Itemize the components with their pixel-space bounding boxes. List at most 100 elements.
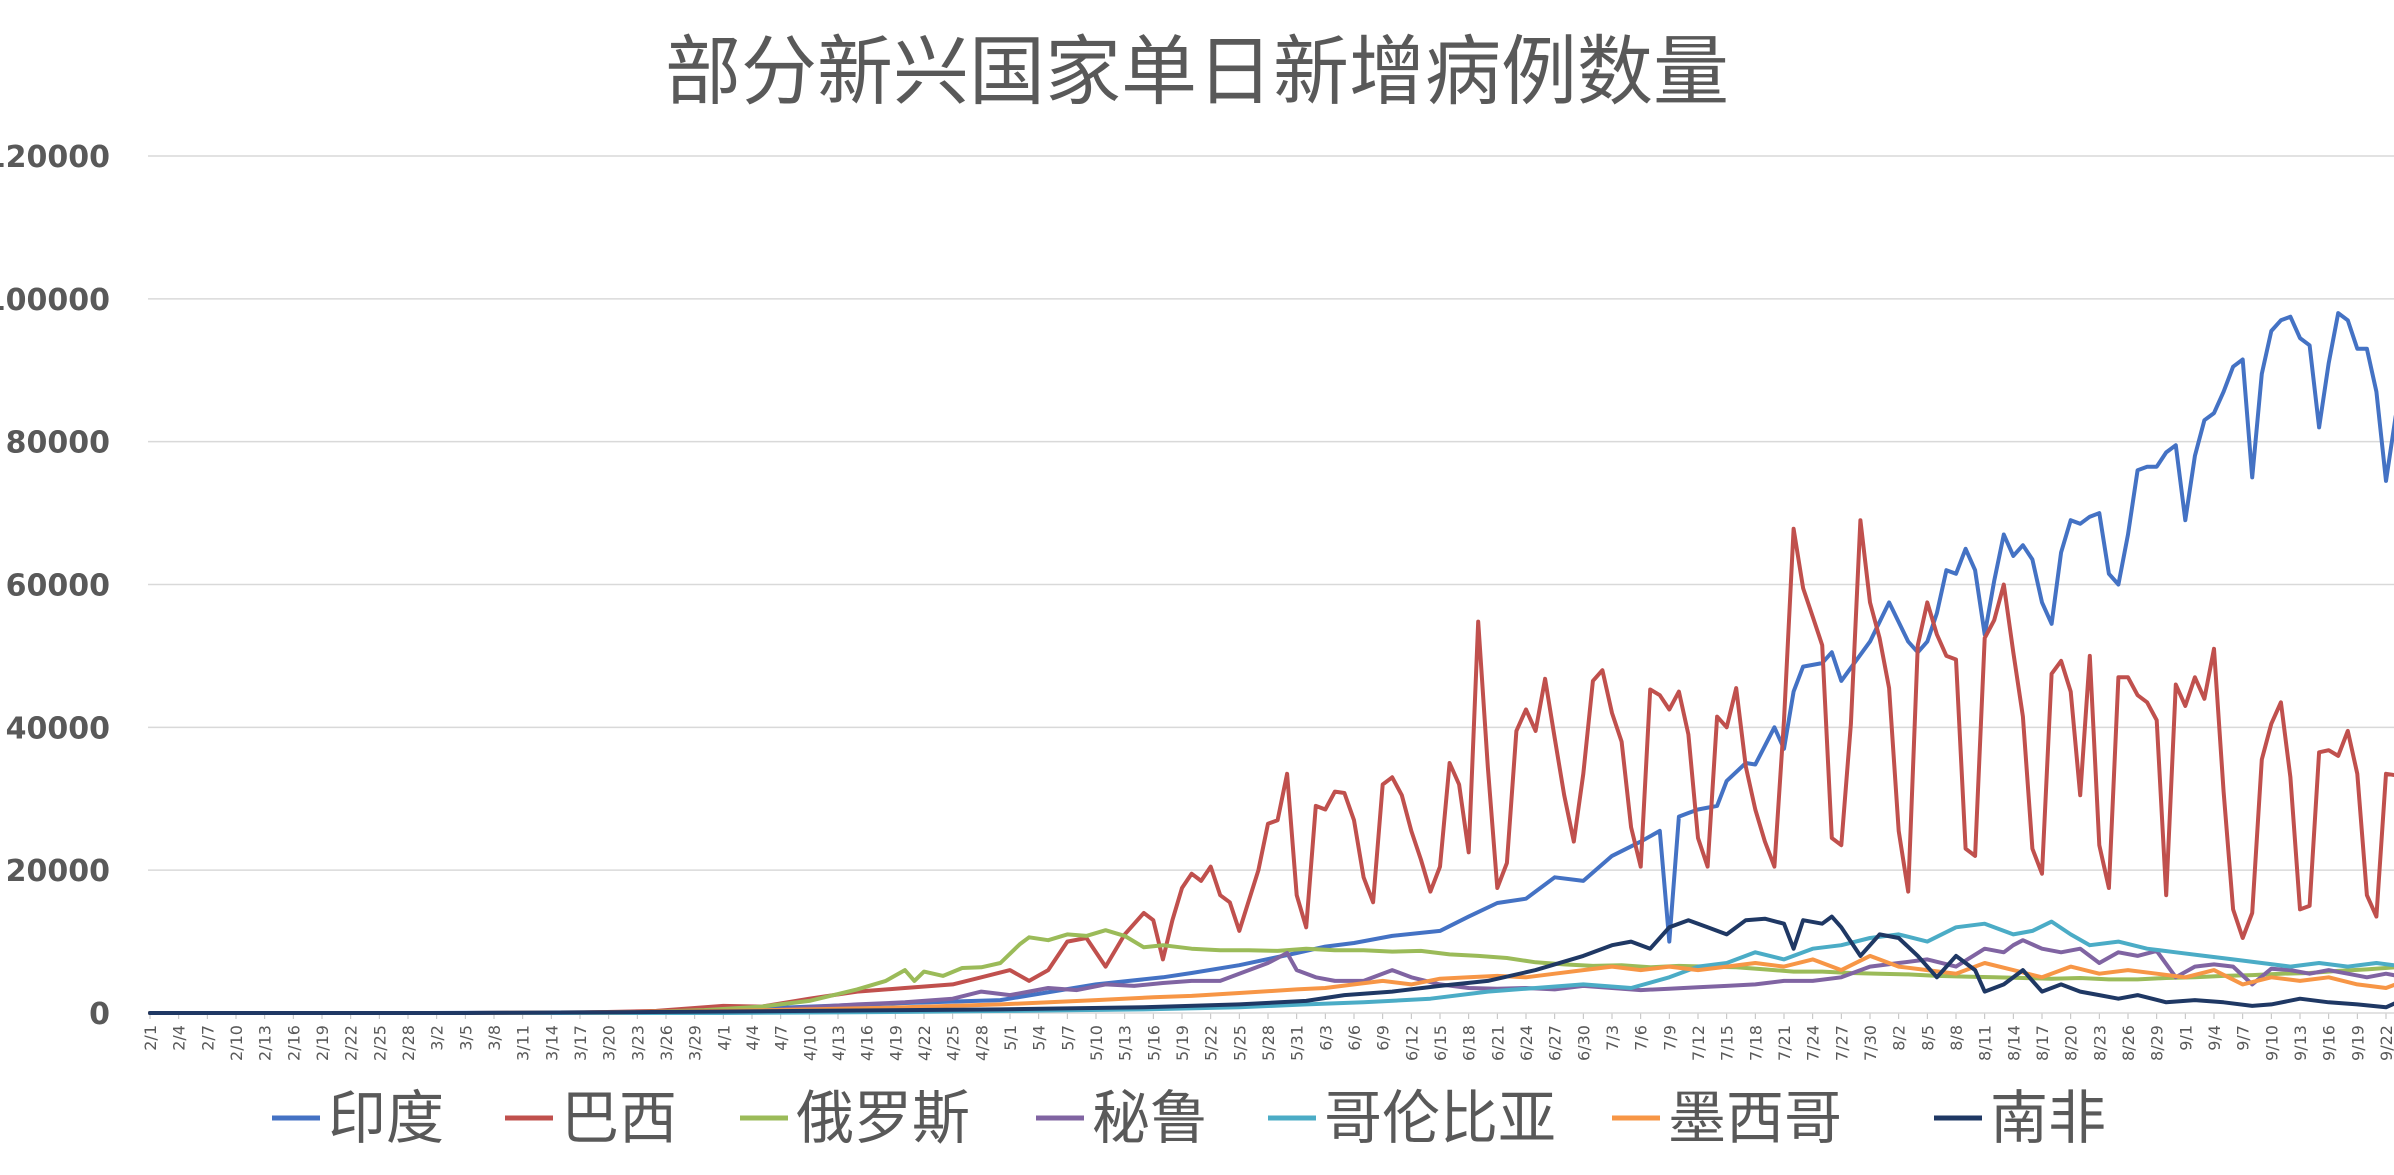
- grid-lines: [148, 155, 2394, 871]
- x-tick-label: 8/17: [2033, 1025, 2052, 1061]
- series-line-墨西哥: [148, 953, 2394, 1015]
- legend-label: 哥伦比亚: [1324, 1084, 1556, 1152]
- x-tick-label: 8/20: [2062, 1025, 2081, 1061]
- x-tick-label: 5/16: [1144, 1025, 1163, 1061]
- x-tick-label: 3/20: [600, 1025, 619, 1061]
- x-tick-label: 6/18: [1460, 1025, 1479, 1061]
- x-tick-label: 4/19: [886, 1025, 905, 1061]
- x-tick-label: 8/11: [1976, 1025, 1995, 1061]
- x-tick-label: 2/25: [370, 1025, 389, 1061]
- x-tick-label: 2/4: [170, 1025, 189, 1051]
- x-tick-label: 9/1: [2176, 1025, 2195, 1051]
- x-tick-label: 4/1: [714, 1025, 733, 1051]
- x-tick-label: 2/1: [141, 1025, 160, 1051]
- x-tick-label: 7/9: [1660, 1025, 1679, 1051]
- x-tick-label: 9/13: [2291, 1025, 2310, 1061]
- legend-label: 墨西哥: [1668, 1084, 1842, 1152]
- y-tick-label: 0: [89, 997, 110, 1032]
- x-tick-label: 6/12: [1402, 1025, 1421, 1061]
- legend-label: 俄罗斯: [796, 1084, 970, 1152]
- series-line-南非: [148, 914, 2394, 1015]
- x-tick-label: 5/25: [1230, 1025, 1249, 1061]
- y-tick-label: 100000: [0, 283, 110, 318]
- x-tick-label: 9/10: [2262, 1025, 2281, 1061]
- series-line-印度: [148, 311, 2394, 1015]
- legend-label: 印度: [328, 1084, 444, 1152]
- x-tick-label: 3/26: [657, 1025, 676, 1061]
- x-tick-label: 6/15: [1431, 1025, 1450, 1061]
- x-axis-ticks: 2/1 2/4 2/7 2/10 2/13 2/16 2/19 2/22 2/25 2/28 3/2…: [141, 1013, 2394, 1061]
- y-tick-label: 40000: [6, 711, 110, 746]
- x-tick-label: 7/18: [1746, 1025, 1765, 1061]
- x-tick-label: 2/13: [256, 1025, 275, 1061]
- x-tick-label: 5/1: [1001, 1025, 1020, 1051]
- legend-label: 南非: [1990, 1084, 2106, 1152]
- x-tick-label: 5/31: [1288, 1025, 1307, 1061]
- y-axis-ticks: 0 20000 40000 60000 80000 100000 120000: [0, 140, 110, 1032]
- x-tick-label: 5/13: [1116, 1025, 1135, 1061]
- x-tick-label: 2/10: [227, 1025, 246, 1061]
- x-tick-label: 3/14: [542, 1025, 561, 1061]
- x-tick-label: 7/30: [1861, 1025, 1880, 1061]
- legend: 印度 巴西 俄罗斯 秘鲁 哥伦比亚 墨西哥 南非: [272, 1084, 2106, 1152]
- x-tick-label: 7/15: [1718, 1025, 1737, 1061]
- x-tick-label: 9/7: [2234, 1025, 2253, 1051]
- x-tick-label: 4/16: [858, 1025, 877, 1061]
- y-tick-label: 60000: [6, 569, 110, 604]
- x-tick-label: 5/22: [1202, 1025, 1221, 1061]
- x-tick-label: 7/12: [1689, 1025, 1708, 1061]
- x-tick-label: 7/24: [1804, 1025, 1823, 1061]
- y-tick-label: 20000: [6, 854, 110, 889]
- x-tick-label: 8/14: [2004, 1025, 2023, 1061]
- legend-label: 秘鲁: [1092, 1084, 1208, 1152]
- x-tick-label: 8/29: [2148, 1025, 2167, 1061]
- x-tick-label: 6/9: [1374, 1025, 1393, 1051]
- x-tick-label: 7/3: [1603, 1025, 1622, 1051]
- x-tick-label: 6/21: [1488, 1025, 1507, 1061]
- x-tick-label: 5/19: [1173, 1025, 1192, 1061]
- x-tick-label: 6/24: [1517, 1025, 1536, 1061]
- x-tick-label: 4/7: [772, 1025, 791, 1051]
- x-tick-label: 5/28: [1259, 1025, 1278, 1061]
- x-tick-label: 3/17: [571, 1025, 590, 1061]
- x-tick-label: 4/4: [743, 1025, 762, 1051]
- x-tick-label: 2/7: [198, 1025, 217, 1051]
- legend-label: 巴西: [561, 1084, 677, 1152]
- x-tick-label: 9/4: [2205, 1025, 2224, 1051]
- x-tick-label: 2/28: [399, 1025, 418, 1061]
- x-tick-label: 6/6: [1345, 1025, 1364, 1051]
- x-tick-label: 8/26: [2119, 1025, 2138, 1061]
- x-tick-label: 9/22: [2377, 1025, 2394, 1061]
- x-tick-label: 7/27: [1832, 1025, 1851, 1061]
- x-tick-label: 3/2: [428, 1025, 447, 1051]
- x-tick-label: 7/6: [1632, 1025, 1651, 1051]
- series-line-俄罗斯: [148, 928, 2394, 1015]
- x-tick-label: 4/25: [944, 1025, 963, 1061]
- x-tick-label: 5/10: [1087, 1025, 1106, 1061]
- x-tick-label: 4/10: [800, 1025, 819, 1061]
- x-tick-label: 7/21: [1775, 1025, 1794, 1061]
- series-lines: [148, 311, 2394, 1015]
- chart-title: 部分新兴国家单日新增病例数量: [665, 27, 1729, 116]
- x-tick-label: 2/19: [313, 1025, 332, 1061]
- series-line-哥伦比亚: [148, 919, 2394, 1015]
- x-tick-label: 2/16: [284, 1025, 303, 1061]
- x-tick-label: 5/7: [1058, 1025, 1077, 1051]
- x-tick-label: 4/28: [972, 1025, 991, 1061]
- x-tick-label: 3/11: [514, 1025, 533, 1061]
- x-tick-label: 5/4: [1030, 1025, 1049, 1051]
- series-line-秘鲁: [148, 938, 2394, 1015]
- y-tick-label: 80000: [6, 426, 110, 461]
- x-tick-label: 8/5: [1918, 1025, 1937, 1051]
- x-tick-label: 8/23: [2090, 1025, 2109, 1061]
- x-tick-label: 9/16: [2320, 1025, 2339, 1061]
- series-line-巴西: [148, 518, 2394, 1015]
- x-tick-label: 3/8: [485, 1025, 504, 1051]
- x-tick-label: 4/13: [829, 1025, 848, 1061]
- x-tick-label: 3/5: [456, 1025, 475, 1051]
- x-tick-label: 8/8: [1947, 1025, 1966, 1051]
- x-tick-label: 6/30: [1574, 1025, 1593, 1061]
- x-tick-label: 6/27: [1546, 1025, 1565, 1061]
- x-tick-label: 4/22: [915, 1025, 934, 1061]
